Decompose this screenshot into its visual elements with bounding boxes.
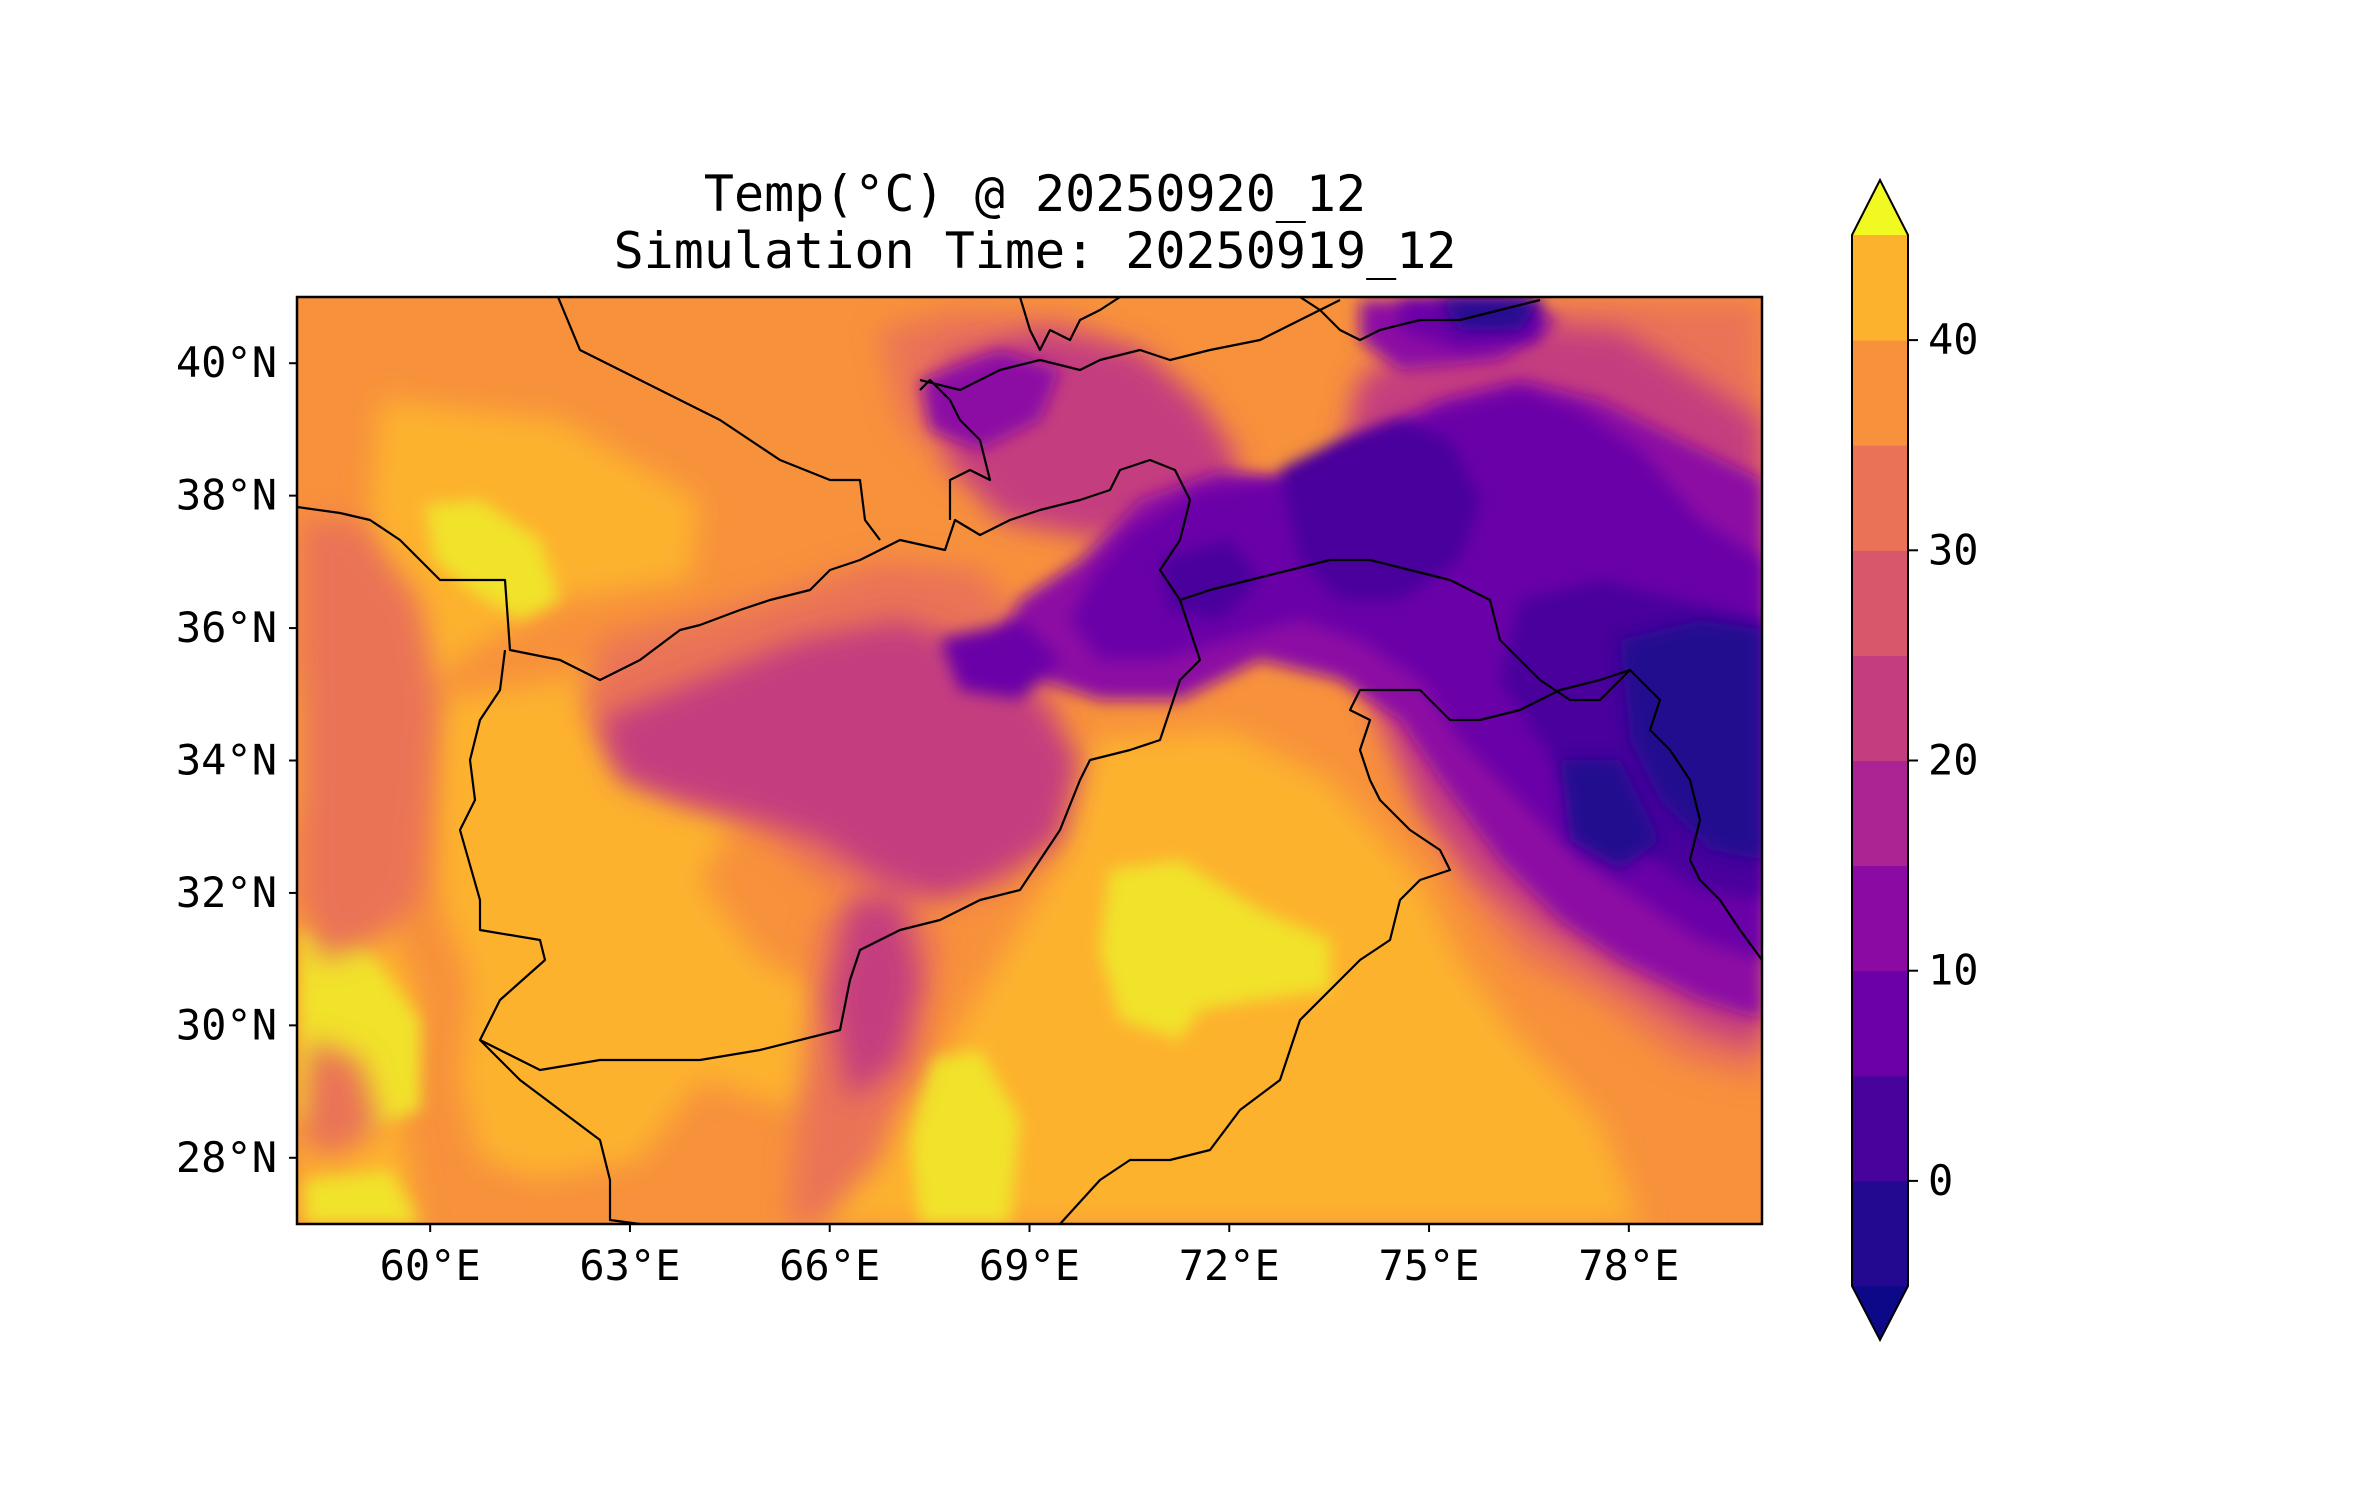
- y-tick-label: 28°N: [176, 1133, 277, 1182]
- colorbar-band: [1852, 865, 1908, 972]
- colorbar-tick-label: 0: [1928, 1156, 1953, 1205]
- colorbar-tick-label: 10: [1928, 946, 1979, 995]
- y-tick-label: 34°N: [176, 736, 277, 785]
- map-title-line-2: Simulation Time: 20250919_12: [613, 222, 1457, 280]
- x-tick-label: 66°E: [779, 1241, 880, 1290]
- x-tick-label: 78°E: [1578, 1241, 1679, 1290]
- y-tick-label: 30°N: [176, 1000, 277, 1049]
- colorbar-under-extension: [1852, 1286, 1908, 1340]
- colorbar-band: [1852, 235, 1908, 341]
- colorbar-tick-label: 20: [1928, 736, 1979, 785]
- colorbar-band: [1852, 1075, 1908, 1182]
- colorbar-band: [1852, 550, 1908, 656]
- temperature-map: 60°E 63°E 66°E 69°E 72°E 75°E 78°E 40°N 38°N 36°…: [176, 295, 1764, 1290]
- temperature-field: [297, 297, 1762, 1224]
- y-tick-label: 38°N: [176, 471, 277, 520]
- colorbar-band: [1852, 1180, 1908, 1287]
- colorbar-tick-label: 40: [1928, 315, 1979, 364]
- latitude-axis: 40°N 38°N 36°N 34°N 32°N 30°N 28°N: [176, 338, 297, 1182]
- x-tick-label: 63°E: [579, 1241, 680, 1290]
- colorbar-band: [1852, 445, 1908, 551]
- x-tick-label: 72°E: [1179, 1241, 1280, 1290]
- map-title-line-1: Temp(°C) @ 20250920_12: [703, 165, 1367, 223]
- longitude-axis: 60°E 63°E 66°E 69°E 72°E 75°E 78°E: [380, 1224, 1679, 1290]
- y-tick-label: 32°N: [176, 868, 277, 917]
- colorbar-band: [1852, 970, 1908, 1077]
- frozen-core-layer: [1440, 300, 1762, 870]
- colorbar-band: [1852, 340, 1908, 446]
- temperature-colorbar: 0 10 20 30 40: [1851, 177, 1979, 1343]
- colorbar-tick-label: 30: [1928, 525, 1979, 574]
- y-tick-label: 36°N: [176, 603, 277, 652]
- colorbar-band: [1852, 760, 1908, 867]
- country-borders: [297, 297, 1762, 1224]
- y-tick-label: 40°N: [176, 338, 277, 387]
- x-tick-label: 75°E: [1378, 1241, 1479, 1290]
- colorbar-over-extension: [1852, 180, 1908, 235]
- x-tick-label: 69°E: [979, 1241, 1080, 1290]
- colorbar-band: [1852, 655, 1908, 761]
- x-tick-label: 60°E: [380, 1241, 481, 1290]
- colorbar-outline: [1851, 177, 1909, 1343]
